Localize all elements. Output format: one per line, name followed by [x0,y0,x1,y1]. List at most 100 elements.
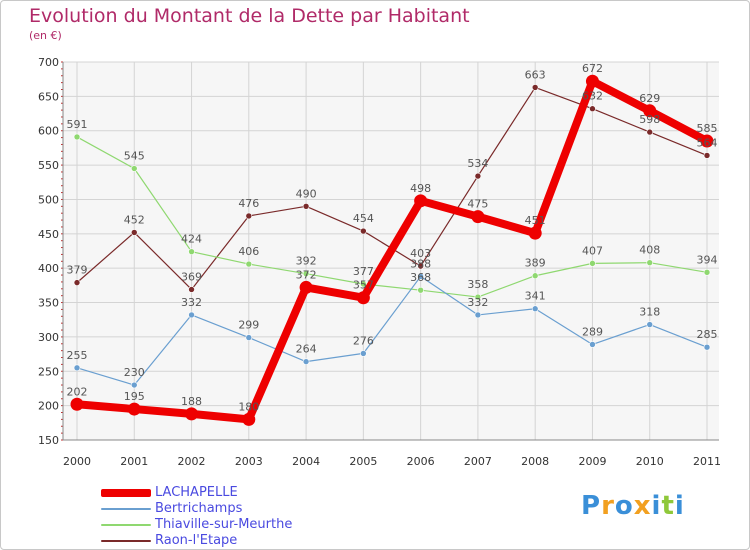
data-point [589,341,596,348]
data-label: 475 [467,198,488,211]
data-label: 490 [296,187,317,200]
data-point [302,358,310,365]
data-label: 379 [67,264,88,277]
y-tick-label: 250 [38,365,59,378]
data-label: 591 [67,118,88,131]
data-point [417,273,424,280]
data-label: 285 [697,328,718,341]
y-tick-label: 500 [38,193,59,206]
data-label: 341 [525,290,546,303]
legend: LACHAPELLE Bertrichamps Thiaville-sur-Meur… [101,485,441,549]
data-point [356,291,370,305]
legend-item: Thiaville-sur-Meurthe [101,517,441,533]
x-tick-label: 2003 [235,455,263,468]
data-point [643,104,657,118]
data-label: 358 [467,278,488,291]
x-tick-label: 2002 [178,455,206,468]
data-label: 392 [296,255,317,268]
data-label: 369 [181,270,202,283]
data-point [474,293,482,301]
data-point [242,412,256,426]
x-tick-label: 2008 [521,455,549,468]
y-tick-label: 550 [38,159,59,172]
data-label: 454 [353,212,374,225]
legend-item: LACHAPELLE [101,485,441,501]
data-point [360,280,367,288]
data-point [302,270,310,277]
data-point [703,269,711,276]
data-label: 629 [639,92,660,105]
data-point [360,350,367,357]
x-tick-label: 2006 [407,455,435,468]
data-label: 188 [181,395,202,408]
data-label: 372 [296,268,317,281]
logo-letter: i [674,491,685,521]
data-label: 195 [124,390,145,403]
data-point [130,165,138,172]
logo-letter: t [661,491,675,521]
chart-unit: (en €) [29,29,62,42]
data-point [531,84,539,91]
x-tick-label: 2007 [464,455,492,468]
legend-label: Bertrichamps [155,501,243,516]
data-point [417,286,424,294]
y-tick-label: 300 [38,331,59,344]
data-label: 424 [181,233,202,246]
data-point [646,128,654,136]
data-point [130,229,138,236]
data-label: 357 [353,279,374,292]
logo-letter: P [581,491,602,521]
data-label: 534 [467,157,488,170]
data-point [127,402,141,416]
data-label: 598 [639,113,660,126]
data-label: 585 [697,122,718,135]
series-line [76,136,708,298]
legend-item: Bertrichamps [101,501,441,517]
data-point [70,397,84,411]
data-point [703,152,711,159]
x-tick-label: 2009 [578,455,606,468]
x-tick-label: 2004 [292,455,320,468]
data-label: 264 [296,343,317,356]
data-point [414,194,428,208]
logo-letter: x [633,491,652,521]
x-tick-label: 2010 [636,455,664,468]
data-label: 403 [410,247,431,260]
data-point [130,381,138,389]
series-line [73,77,711,424]
data-label: 389 [525,257,546,270]
data-point [302,203,310,210]
data-point [589,105,596,113]
data-point [531,305,539,313]
y-tick-label: 200 [38,400,59,413]
data-point [188,311,195,319]
data-point [188,248,195,255]
data-label: 299 [238,319,259,332]
y-tick-label: 600 [38,125,59,138]
logo-letter: r [601,491,615,521]
data-point [188,286,195,293]
data-label: 255 [67,349,88,362]
data-point [417,262,424,270]
proxiti-logo: Proxiti [581,491,685,521]
y-tick-label: 650 [38,90,59,103]
data-point [474,172,482,180]
data-point [185,407,199,421]
data-point [531,272,539,280]
legend-label: LACHAPELLE [155,485,238,500]
data-label: 276 [353,334,374,347]
data-point [589,260,596,267]
y-tick-label: 400 [38,262,59,275]
data-label: 407 [582,244,603,257]
data-point [585,74,599,88]
data-label: 318 [639,306,660,319]
data-point [700,134,714,148]
data-label: 230 [124,366,145,379]
data-label: 498 [410,182,431,195]
logo-letter: i [651,491,662,521]
data-label: 451 [525,214,546,227]
data-label: 663 [525,68,546,81]
legend-label: Thiaville-sur-Meurthe [155,517,293,532]
x-tick-label: 2005 [349,455,377,468]
